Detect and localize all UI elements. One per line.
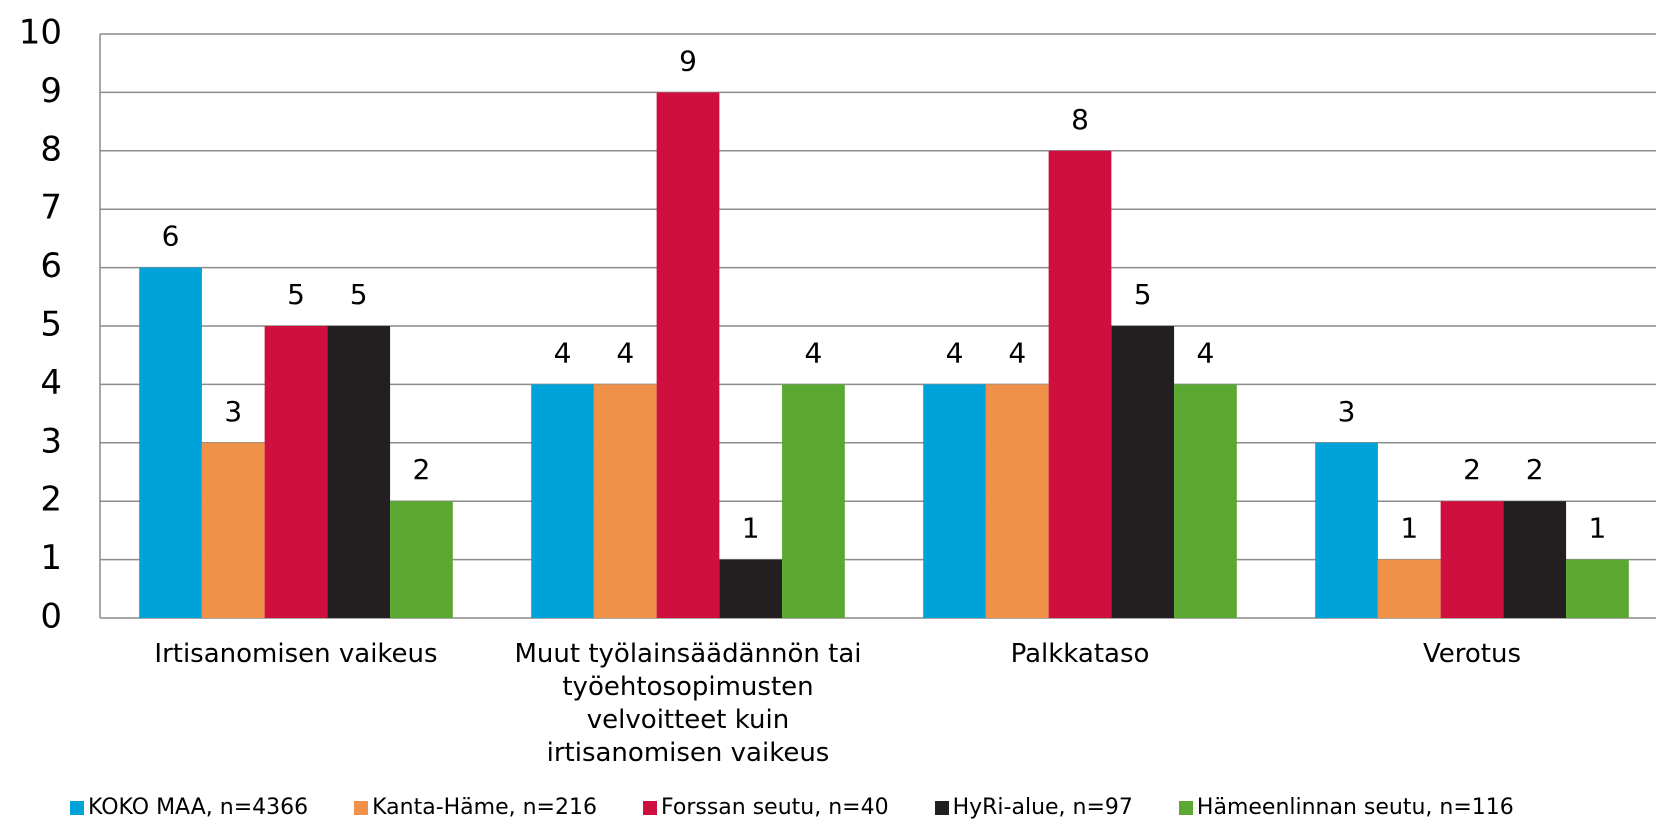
legend-swatch xyxy=(1178,800,1193,815)
bar xyxy=(1440,501,1504,618)
bar xyxy=(390,501,453,618)
y-tick-label: 8 xyxy=(40,129,62,169)
bar xyxy=(1503,501,1567,618)
legend: KOKO MAA, n=4366 Kanta-Häme, n=216 Forssan… xyxy=(70,795,1514,820)
legend-label: KOKO MAA, n=4366 xyxy=(88,795,309,820)
data-label: 2 xyxy=(1463,453,1481,486)
legend-swatch xyxy=(934,800,949,815)
bar xyxy=(656,92,720,618)
y-tick-label: 2 xyxy=(40,480,62,520)
legend-label: Kanta-Häme, n=216 xyxy=(372,795,597,820)
bar xyxy=(593,384,657,618)
data-label: 1 xyxy=(1400,512,1418,545)
y-tick-label: 7 xyxy=(40,188,62,228)
legend-item: Hämeenlinnan seutu, n=116 xyxy=(1178,795,1514,820)
data-label: 9 xyxy=(679,44,697,77)
y-tick-label: 3 xyxy=(40,421,62,461)
bar xyxy=(719,559,783,618)
x-tick-label: Verotus xyxy=(1422,639,1521,669)
data-label: 4 xyxy=(1008,336,1026,369)
data-label: 4 xyxy=(946,336,964,369)
y-tick-label: 1 xyxy=(40,538,62,578)
data-label: 2 xyxy=(413,453,431,486)
data-label: 2 xyxy=(1526,453,1544,486)
data-label: 4 xyxy=(554,336,572,369)
y-tick-label: 5 xyxy=(40,305,62,345)
x-tick-label: Muut työlainsäädännön tai työehtosopimus… xyxy=(514,639,862,768)
y-tick-label: 9 xyxy=(40,71,62,111)
bar xyxy=(139,267,202,618)
data-label: 8 xyxy=(1071,103,1089,136)
legend-swatch xyxy=(70,800,84,815)
legend-label: HyRi-alue, n=97 xyxy=(952,795,1133,820)
bar xyxy=(1174,384,1237,618)
legend-item: Forssan seutu, n=40 xyxy=(642,795,889,820)
data-label: 3 xyxy=(1338,395,1356,428)
legend-item: HyRi-alue, n=97 xyxy=(934,795,1133,820)
x-tick-label: Palkkataso xyxy=(1010,639,1150,669)
bar xyxy=(923,384,986,618)
legend-label: Forssan seutu, n=40 xyxy=(660,795,889,820)
legend-label: Hämeenlinnan seutu, n=116 xyxy=(1196,795,1514,820)
data-label: 6 xyxy=(162,220,180,253)
y-tick-label: 0 xyxy=(40,597,62,637)
bar xyxy=(1566,559,1629,618)
bar xyxy=(201,442,265,618)
y-tick-label: 6 xyxy=(40,246,62,286)
bar xyxy=(264,326,328,618)
data-label: 4 xyxy=(616,336,634,369)
data-label: 4 xyxy=(1197,336,1215,369)
legend-item: KOKO MAA, n=4366 xyxy=(70,795,308,820)
data-label: 3 xyxy=(224,395,242,428)
data-label: 1 xyxy=(742,512,760,545)
legend-swatch xyxy=(642,800,657,815)
data-label: 5 xyxy=(1134,278,1152,311)
bar xyxy=(1377,559,1441,618)
data-label: 4 xyxy=(805,336,823,369)
data-label: 1 xyxy=(1589,512,1607,545)
y-tick-label: 4 xyxy=(40,363,62,403)
data-label: 5 xyxy=(350,278,368,311)
bar xyxy=(327,326,391,618)
bar xyxy=(985,384,1049,618)
data-label: 5 xyxy=(287,278,305,311)
bar xyxy=(1111,326,1175,618)
x-tick-label: Irtisanomisen vaikeus xyxy=(154,639,438,669)
bar xyxy=(782,384,845,618)
legend-swatch xyxy=(354,800,369,815)
y-tick-label: 10 xyxy=(19,13,62,53)
legend-item: Kanta-Häme, n=216 xyxy=(354,795,597,820)
bar xyxy=(1315,442,1378,618)
bar xyxy=(531,384,594,618)
bar xyxy=(1048,150,1112,619)
